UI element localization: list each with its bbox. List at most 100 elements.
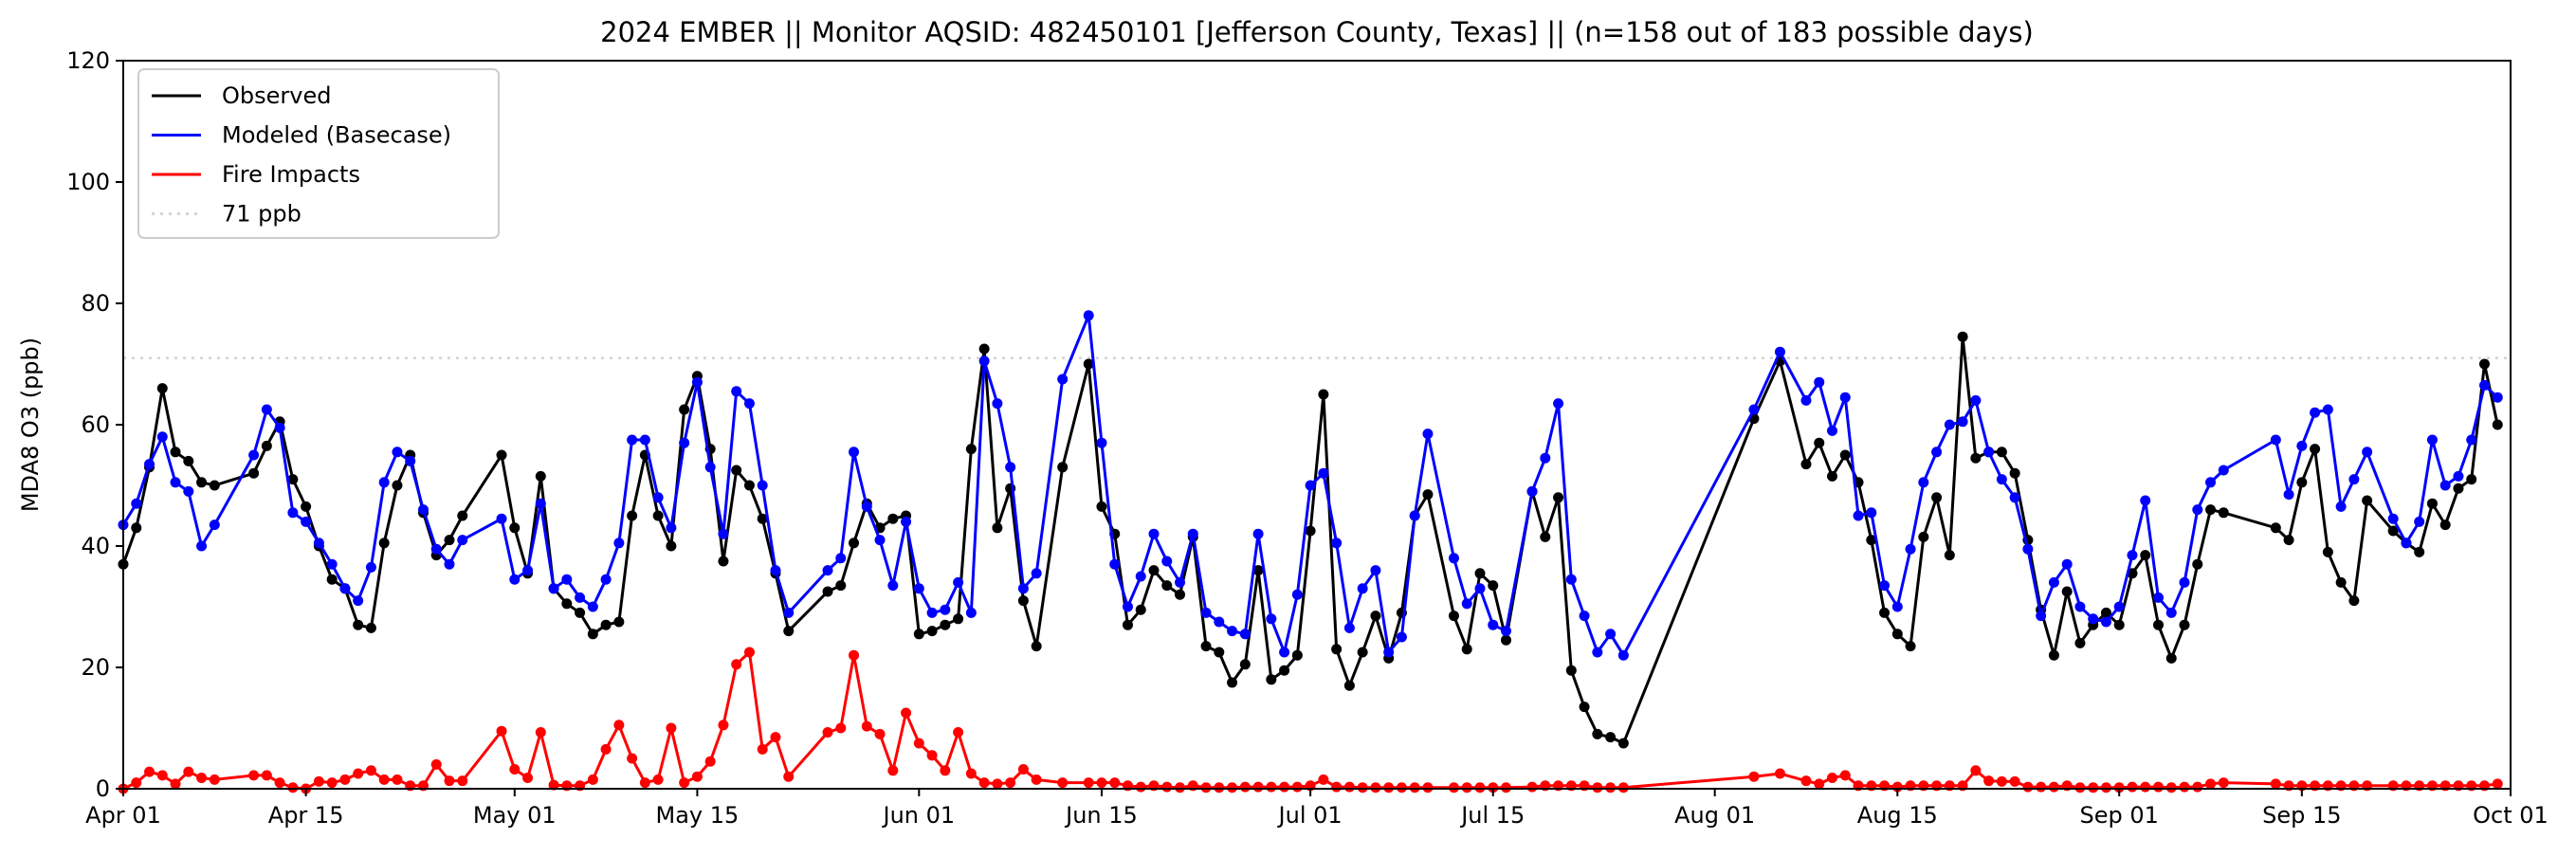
data-point [1501,626,1512,637]
data-point [353,595,364,607]
data-point [1553,398,1564,410]
data-point [1148,528,1160,539]
data-point [1343,622,1355,633]
x-tick-label: Jul 15 [1459,802,1525,829]
data-point [1109,558,1121,570]
data-point [1944,419,1955,430]
data-point [2335,576,2347,588]
data-point [156,431,168,443]
data-point [953,576,964,588]
data-point [1540,531,1551,542]
data-point [1957,416,1968,428]
y-tick-label: 100 [66,169,110,195]
data-point [2218,465,2229,476]
data-point [2453,470,2464,482]
data-point [1031,641,1042,652]
data-point [887,580,899,592]
data-point [679,404,690,415]
data-point [2179,619,2190,630]
data-point [1501,634,1512,646]
data-point [575,607,586,618]
data-point [1266,781,1277,793]
data-point [392,447,403,458]
data-point [2113,782,2125,793]
data-point [2492,419,2503,430]
data-point [913,738,924,749]
data-point [392,774,403,785]
data-point [1148,565,1160,576]
data-point [783,626,795,637]
data-point [2270,522,2281,534]
data-point [1083,777,1094,789]
data-point [1083,310,1094,321]
data-point [913,629,924,640]
data-point [2478,358,2490,370]
data-point [144,459,155,470]
data-point [2113,601,2125,612]
data-point [1879,607,1891,618]
data-point [666,522,677,534]
data-point [1031,774,1042,785]
data-point [849,649,860,661]
data-point [743,398,755,410]
data-point [1187,528,1198,539]
data-point [2127,781,2138,793]
data-point [535,470,546,482]
data-point [2492,392,2503,403]
x-tick-label: May 15 [656,802,740,829]
data-point [339,583,351,594]
data-point [2322,546,2333,557]
data-point [1501,782,1512,793]
axes-group: 0 20 40 60 80 100 120 Apr 01 Apr 15 May 01 May 15 J… [66,47,2549,829]
data-point [378,538,390,549]
data-point [1605,629,1617,640]
data-point [1839,392,1851,403]
data-point [1305,525,1316,537]
data-point [1161,556,1173,567]
data-point [2022,781,2034,793]
data-point [2061,558,2073,570]
data-point [1135,604,1146,615]
data-point [2335,501,2347,512]
data-point [326,574,338,585]
data-point [1396,782,1407,793]
data-point [2310,407,2321,418]
data-point [353,619,364,630]
data-point [1279,665,1290,676]
data-point [2348,474,2360,485]
data-point [2036,781,2047,793]
data-point [913,583,924,594]
data-point [1579,702,1590,713]
data-point [2310,444,2321,455]
data-point [509,764,521,775]
data-point [2492,778,2503,790]
data-point [978,777,990,789]
data-point [1448,553,1459,564]
data-point [1409,510,1420,521]
data-point [849,447,860,458]
data-point [1214,616,1225,628]
data-point [248,467,260,479]
data-point [1983,447,1995,458]
data-point [1918,477,1929,488]
data-point [1970,394,1982,406]
data-point [1891,629,1903,640]
data-point [313,775,324,787]
data-point [2205,477,2217,488]
data-point [2270,778,2281,790]
data-point [1774,346,1785,357]
data-point [613,616,625,628]
data-point [835,722,847,734]
data-point [757,480,768,491]
data-point [2100,607,2111,618]
data-point [2296,440,2308,451]
data-point [575,592,586,603]
data-point [1057,777,1069,789]
data-point [770,565,781,576]
data-point [1422,782,1434,793]
data-point [940,619,951,630]
data-point [1891,601,1903,612]
data-point [2088,613,2099,625]
data-point [718,528,729,539]
data-point [1331,644,1343,655]
